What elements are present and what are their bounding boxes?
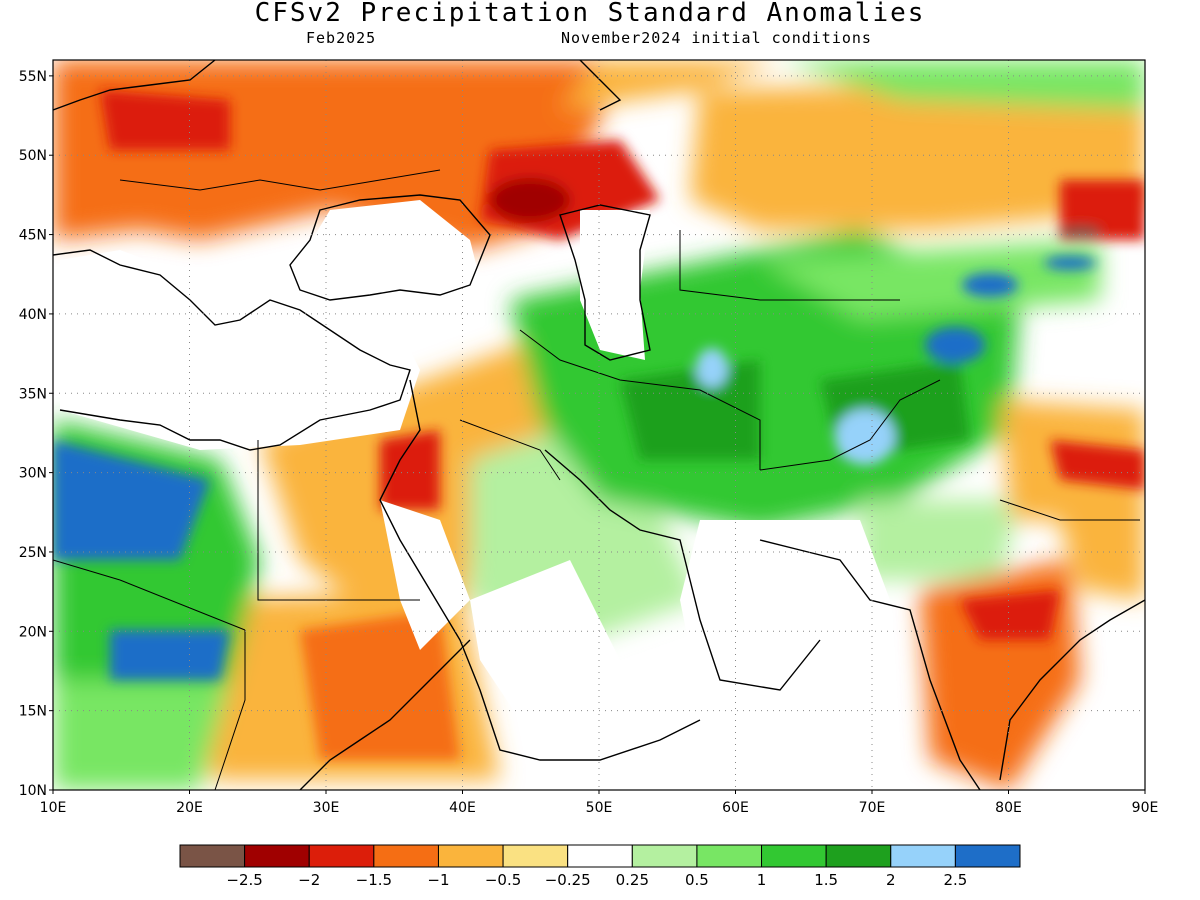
- lat-tick-label: 10N: [19, 783, 47, 799]
- lat-tick-label: 15N: [19, 704, 47, 720]
- country-borders: [53, 169, 1140, 790]
- anomaly-shading: [53, 60, 1145, 790]
- lat-lon-grid: [53, 60, 1145, 790]
- lat-tick-label: 50N: [19, 148, 47, 164]
- lon-tick-label: 90E: [1132, 800, 1159, 816]
- colorbar-swatch: [825, 844, 892, 868]
- map-title: CFSv2 Precipitation Standard Anomalies: [254, 0, 926, 28]
- lon-tick-label: 60E: [722, 800, 749, 816]
- colorbar-swatch: [954, 844, 1021, 868]
- lon-tick-label: 20E: [176, 800, 203, 816]
- colorbar-swatch: [244, 844, 310, 868]
- colorbar-swatch: [502, 844, 569, 868]
- colorbar-label: −0.25: [545, 871, 591, 889]
- colorbar-label: 0.5: [685, 871, 709, 889]
- lat-tick-label: 20N: [19, 624, 47, 640]
- lat-tick-label: 30N: [19, 466, 47, 482]
- colorbar-label: −0.5: [485, 871, 521, 889]
- colorbar-swatch: [308, 844, 375, 868]
- colorbar-label: −2: [298, 871, 320, 889]
- coastlines: [53, 60, 1145, 790]
- lat-tick-label: 35N: [19, 386, 47, 402]
- colorbar-swatch: [696, 844, 763, 868]
- colorbar-label: 0.25: [616, 871, 649, 889]
- colorbar-label: 1: [757, 871, 767, 889]
- colorbar-label: −1: [427, 871, 449, 889]
- valid-month-label: Feb2025: [306, 29, 377, 47]
- lat-tick-label: 45N: [19, 228, 47, 244]
- lon-tick-label: 40E: [449, 800, 476, 816]
- initial-conditions-label: November2024 initial conditions: [561, 29, 872, 47]
- lon-tick-label: 30E: [313, 800, 340, 816]
- colorbar-swatch: [373, 844, 439, 868]
- colorbar-label: 2.5: [943, 871, 967, 889]
- lon-tick-label: 70E: [859, 800, 886, 816]
- colorbar-label: 2: [886, 871, 896, 889]
- lon-tick-label: 10E: [40, 800, 67, 816]
- colorbar-swatch: [437, 844, 504, 868]
- colorbar-swatch: [179, 844, 246, 868]
- colorbar-label: −2.5: [226, 871, 262, 889]
- colorbar-label: −1.5: [356, 871, 392, 889]
- lat-tick-label: 40N: [19, 307, 47, 323]
- lat-tick-label: 55N: [19, 69, 47, 85]
- colorbar-label: 1.5: [814, 871, 838, 889]
- colorbar-swatch: [567, 844, 633, 868]
- colorbar-swatch: [890, 844, 956, 868]
- colorbar-swatch: [761, 844, 827, 868]
- lon-tick-label: 50E: [586, 800, 613, 816]
- lat-tick-label: 25N: [19, 545, 47, 561]
- lon-tick-label: 80E: [995, 800, 1022, 816]
- colorbar: −2.5 −2 −1.5 −1 −0.5 −0.25 0.25 0.5 1 1.5 2 2.5: [179, 844, 1021, 889]
- masked-water-areas: [60, 200, 900, 790]
- colorbar-swatch: [631, 844, 698, 868]
